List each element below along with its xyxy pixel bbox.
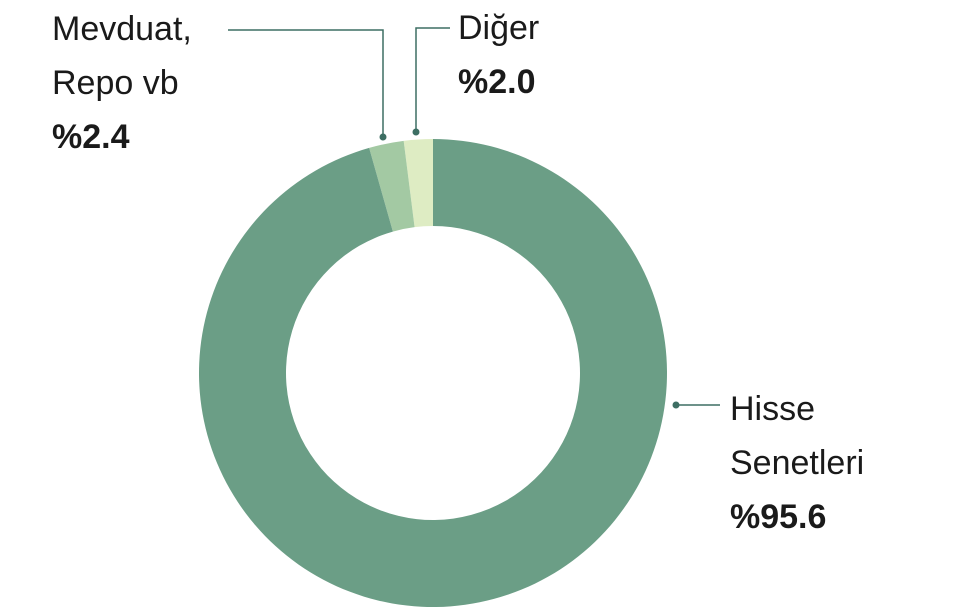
leader-line <box>228 29 384 137</box>
leader-line <box>415 27 450 132</box>
value-label: %2.4 <box>52 118 130 156</box>
slice <box>198 139 668 607</box>
category-label: Hisse Senetleri <box>730 390 865 482</box>
label-group: Hisse Senetleri %95.6 <box>730 382 920 544</box>
slice <box>403 139 433 228</box>
leader-dot <box>379 133 387 141</box>
slice <box>369 140 415 232</box>
category-label: Diğer <box>458 9 540 47</box>
value-label: %2.0 <box>458 63 536 101</box>
label-group: Mevduat, Repo vb %2.4 <box>52 2 232 164</box>
leader-dot <box>672 401 680 409</box>
value-label: %95.6 <box>730 498 827 536</box>
leaders <box>228 27 720 409</box>
leader-dot <box>412 128 420 136</box>
category-label: Mevduat, Repo vb <box>52 10 192 102</box>
label-group: Diğer %2.0 <box>458 1 608 109</box>
